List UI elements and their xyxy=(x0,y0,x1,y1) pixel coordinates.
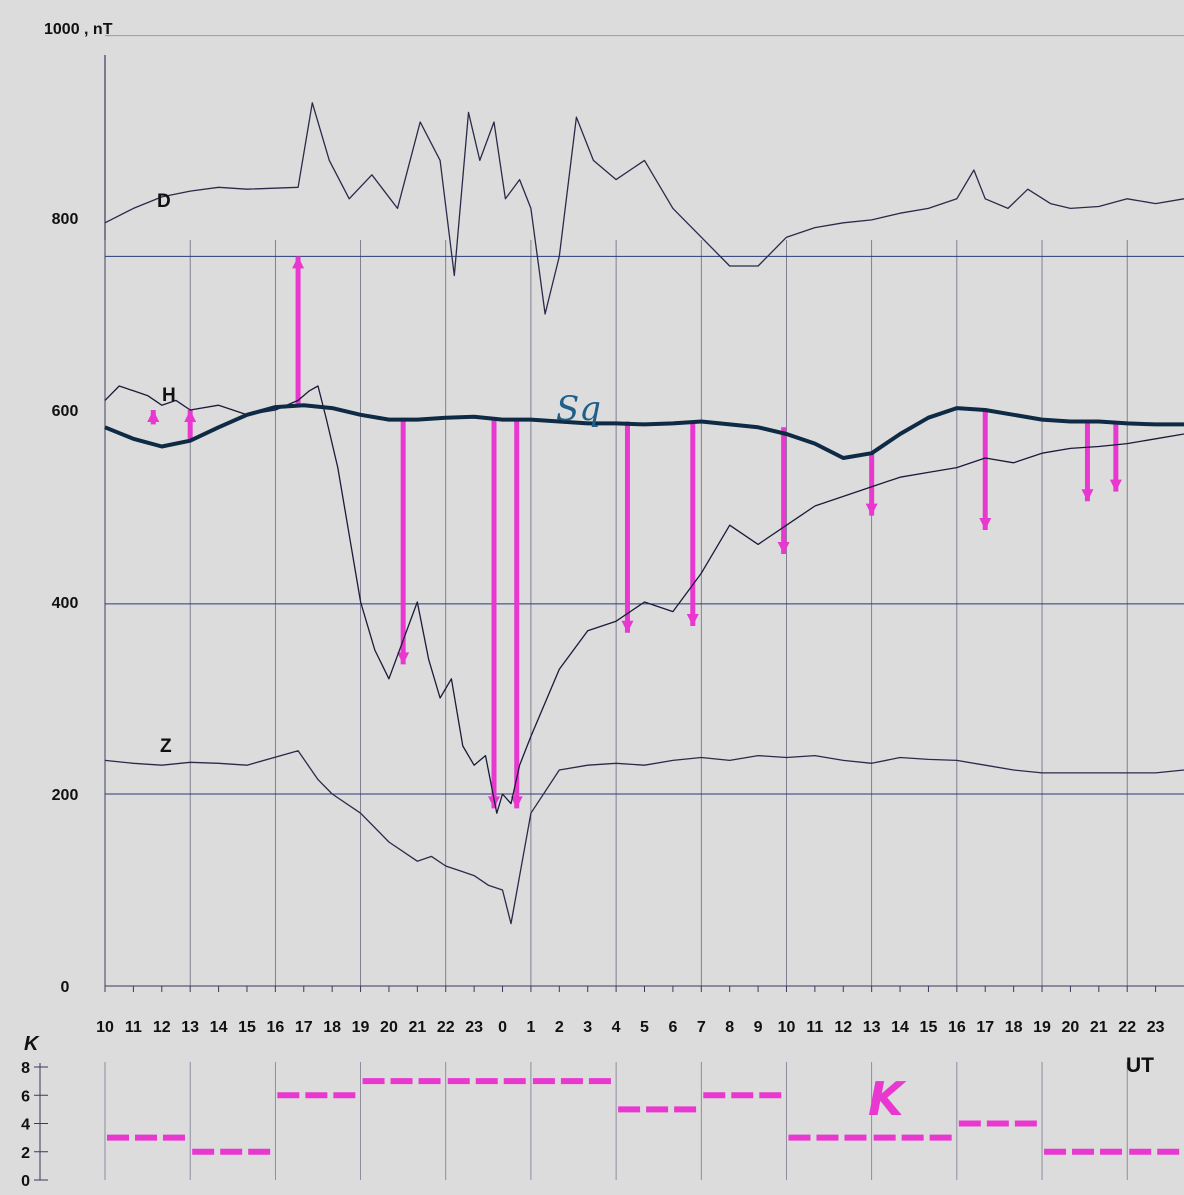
sq-deviation-arrowhead xyxy=(1081,489,1094,502)
x-tick-label: 21 xyxy=(408,1019,426,1036)
sq-deviation-arrowhead xyxy=(292,256,305,269)
baselines xyxy=(105,35,1184,795)
y-axis: 800 600 400 200 0 xyxy=(52,211,79,996)
x-tick-label: 10 xyxy=(96,1019,114,1036)
sq-deviation-arrowhead xyxy=(686,614,699,626)
series-label-d: D xyxy=(157,191,171,212)
k-tick-label: 4 xyxy=(21,1117,30,1134)
x-tick-label: 0 xyxy=(498,1019,507,1036)
x-tick-label: 16 xyxy=(948,1019,966,1036)
x-tick-label: 7 xyxy=(697,1019,706,1036)
x-tick-label: 12 xyxy=(834,1019,852,1036)
x-tick-label: 12 xyxy=(153,1019,171,1036)
sq-label: Sq xyxy=(556,389,601,429)
x-tick-label: 8 xyxy=(725,1019,734,1036)
sq-deviation-arrowhead xyxy=(397,652,410,665)
x-tick-label: 21 xyxy=(1090,1019,1108,1036)
x-tick-label: 10 xyxy=(778,1019,796,1036)
y-tick-label: 800 xyxy=(52,211,79,228)
x-tick-label: 19 xyxy=(352,1019,370,1036)
k-tick-label: 6 xyxy=(21,1088,30,1105)
series-line-d xyxy=(104,102,1184,315)
y-tick-label: 200 xyxy=(52,787,79,804)
x-tick-label: 11 xyxy=(125,1019,142,1036)
series-line-z xyxy=(104,750,1184,925)
x-tick-label: 20 xyxy=(1062,1019,1080,1036)
sq-deviation-arrowhead xyxy=(510,796,523,809)
x-tick-label: 9 xyxy=(754,1019,763,1036)
x-tick-label: 17 xyxy=(976,1019,994,1036)
sq-deviation-arrowhead xyxy=(147,410,160,422)
series-line-h xyxy=(104,385,1184,814)
x-tick-label: 15 xyxy=(920,1019,938,1036)
sq-deviation-arrowhead xyxy=(1109,479,1122,492)
x-tick-label: 23 xyxy=(1147,1019,1165,1036)
x-tick-label: 4 xyxy=(612,1019,621,1036)
x-tick-label: 23 xyxy=(465,1019,483,1036)
x-tick-label: 1 xyxy=(526,1019,535,1036)
sq-deviation-arrowhead xyxy=(488,796,501,809)
x-tick-label: 6 xyxy=(668,1019,677,1036)
k-axis-label: K xyxy=(24,1033,40,1055)
x-tick-label: 13 xyxy=(863,1019,881,1036)
sq-deviation-arrowhead xyxy=(865,503,878,516)
x-tick-label: 15 xyxy=(238,1019,256,1036)
k-tick-label: 2 xyxy=(21,1145,30,1162)
x-tick-label: 3 xyxy=(583,1019,592,1036)
curves xyxy=(104,102,1184,925)
x-tick-label: 13 xyxy=(181,1019,199,1036)
sq-deviation-arrowhead xyxy=(777,542,790,554)
x-tick-label: 17 xyxy=(295,1019,313,1036)
ut-label: UT xyxy=(1126,1054,1154,1077)
sq-deviation-arrowhead xyxy=(184,410,197,422)
x-tick-label: 22 xyxy=(437,1019,455,1036)
x-tick-label: 18 xyxy=(1005,1019,1023,1036)
x-tick-label: 2 xyxy=(555,1019,564,1036)
x-tick-label: 20 xyxy=(380,1019,398,1036)
k-tick-label: 0 xyxy=(21,1173,30,1190)
series-label-h: H xyxy=(162,385,176,406)
x-tick-label: 14 xyxy=(891,1019,909,1036)
k-index-panel: 8 6 4 2 0 xyxy=(21,1060,1182,1190)
x-tick-label: 5 xyxy=(640,1019,649,1036)
sq-deviation-arrowhead xyxy=(621,620,634,633)
x-tick-label: 18 xyxy=(323,1019,341,1036)
x-tick-label: 11 xyxy=(806,1019,823,1036)
x-tick-label: 19 xyxy=(1033,1019,1051,1036)
series-label-z: Z xyxy=(160,736,172,757)
y-tick-label: 0 xyxy=(61,979,70,996)
series-line-sq xyxy=(104,403,1184,460)
k-big-label: K xyxy=(868,1072,907,1126)
grid xyxy=(104,55,1184,987)
k-tick-label: 8 xyxy=(21,1060,30,1077)
sq-deviation-arrows xyxy=(147,256,1122,809)
x-tick-label: 14 xyxy=(210,1019,228,1036)
y-tick-label: 400 xyxy=(52,595,79,612)
sq-deviation-arrowhead xyxy=(979,518,992,530)
x-tick-label: 22 xyxy=(1118,1019,1136,1036)
x-axis: 10 11 12 13 14 15 16 17 18 19 20 21 22 23 0 1 2 3 4 5 6 7 8 9 10… xyxy=(96,986,1165,1036)
y-unit-label: 1000 , nT xyxy=(44,21,113,38)
x-tick-label: 16 xyxy=(266,1019,284,1036)
y-tick-label: 600 xyxy=(52,403,79,420)
